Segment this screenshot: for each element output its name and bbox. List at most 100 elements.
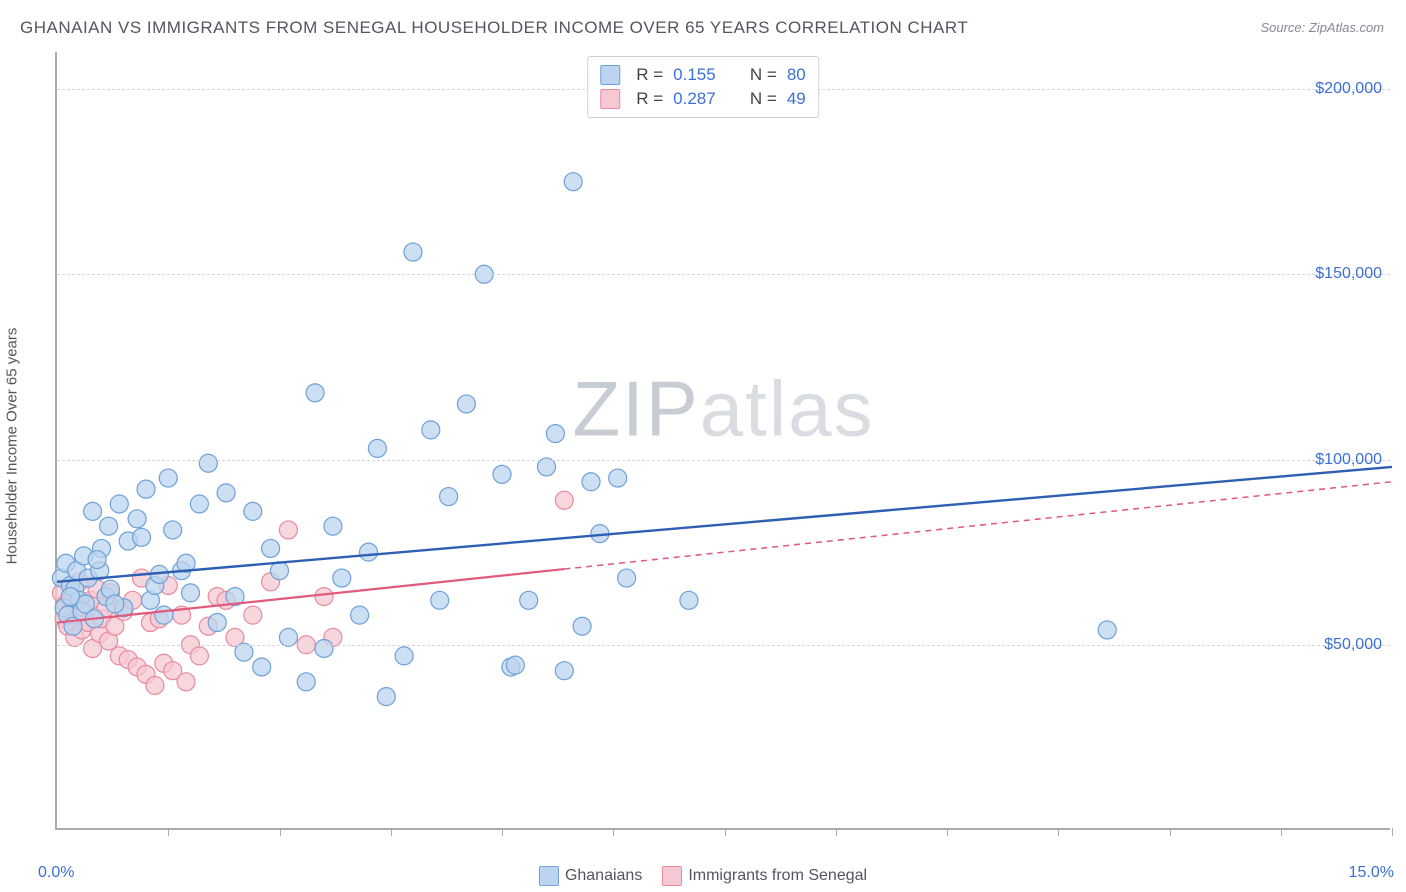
x-tick-mark [280, 828, 281, 836]
data-point [368, 439, 386, 457]
data-point [106, 595, 124, 613]
x-tick-mark [1058, 828, 1059, 836]
data-point [146, 677, 164, 695]
data-point [190, 495, 208, 513]
stat-n-value: 49 [787, 89, 806, 109]
x-tick-mark [502, 828, 503, 836]
data-point [279, 628, 297, 646]
x-tick-mark [391, 828, 392, 836]
data-point [440, 488, 458, 506]
stat-n-label: N = [750, 89, 777, 109]
x-tick-mark [613, 828, 614, 836]
trend-line [57, 467, 1392, 582]
x-tick-mark [1170, 828, 1171, 836]
y-axis-label: Householder Income Over 65 years [4, 328, 21, 565]
data-point [159, 469, 177, 487]
x-axis-min-label: 0.0% [38, 864, 74, 882]
data-point [618, 569, 636, 587]
data-point [262, 539, 280, 557]
stat-r-label: R = [636, 89, 663, 109]
data-point [377, 688, 395, 706]
data-point [253, 658, 271, 676]
gridline [57, 645, 1390, 646]
data-point [244, 502, 262, 520]
stat-n-value: 80 [787, 65, 806, 85]
x-tick-mark [725, 828, 726, 836]
chart-title: GHANAIAN VS IMMIGRANTS FROM SENEGAL HOUS… [20, 18, 968, 38]
data-point [306, 384, 324, 402]
data-point [538, 458, 556, 476]
data-point [155, 606, 173, 624]
data-point [133, 528, 151, 546]
data-point [208, 614, 226, 632]
legend-swatch [600, 89, 620, 109]
x-tick-mark [168, 828, 169, 836]
data-point [182, 584, 200, 602]
gridline [57, 274, 1390, 275]
data-point [100, 517, 118, 535]
x-tick-mark [1281, 828, 1282, 836]
y-tick-label: $200,000 [1315, 80, 1394, 98]
data-point [431, 591, 449, 609]
data-point [520, 591, 538, 609]
stat-r-value: 0.287 [673, 89, 716, 109]
legend-swatch [662, 866, 682, 886]
data-point [324, 517, 342, 535]
correlation-stats-box: R = 0.155 N = 80R = 0.287 N = 49 [587, 56, 819, 118]
data-point [61, 588, 79, 606]
legend-swatch [600, 65, 620, 85]
x-tick-mark [836, 828, 837, 836]
data-point [609, 469, 627, 487]
data-point [217, 484, 235, 502]
legend-item: Ghanaians [539, 866, 642, 886]
x-tick-mark [947, 828, 948, 836]
legend-label: Immigrants from Senegal [688, 867, 867, 884]
stat-n-label: N = [750, 65, 777, 85]
data-point [128, 510, 146, 528]
trend-line-extrapolated [564, 482, 1392, 569]
y-tick-label: $150,000 [1315, 265, 1394, 283]
data-point [422, 421, 440, 439]
data-point [573, 617, 591, 635]
data-point [555, 491, 573, 509]
data-point [88, 551, 106, 569]
data-point [164, 521, 182, 539]
x-tick-mark [1392, 828, 1393, 836]
data-point [395, 647, 413, 665]
chart-plot-area: ZIPatlas $50,000$100,000$150,000$200,000 [55, 52, 1390, 830]
data-point [297, 673, 315, 691]
data-point [1098, 621, 1116, 639]
data-point [244, 606, 262, 624]
data-point [457, 395, 475, 413]
legend-swatch [539, 866, 559, 886]
data-point [315, 588, 333, 606]
data-point [493, 465, 511, 483]
stat-r-label: R = [636, 65, 663, 85]
data-point [137, 480, 155, 498]
legend-label: Ghanaians [565, 867, 642, 884]
data-point [351, 606, 369, 624]
gridline [57, 460, 1390, 461]
stats-row: R = 0.155 N = 80 [600, 63, 806, 87]
data-point [546, 425, 564, 443]
legend-item: Immigrants from Senegal [662, 866, 867, 886]
data-point [555, 662, 573, 680]
y-tick-label: $100,000 [1315, 451, 1394, 469]
stats-row: R = 0.287 N = 49 [600, 87, 806, 111]
scatter-svg [57, 52, 1390, 828]
data-point [190, 647, 208, 665]
data-point [360, 543, 378, 561]
data-point [680, 591, 698, 609]
data-point [404, 243, 422, 261]
data-point [235, 643, 253, 661]
y-tick-label: $50,000 [1324, 636, 1394, 654]
data-point [177, 673, 195, 691]
data-point [315, 639, 333, 657]
data-point [506, 656, 524, 674]
source-attribution: Source: ZipAtlas.com [1260, 20, 1384, 35]
stat-r-value: 0.155 [673, 65, 716, 85]
data-point [84, 502, 102, 520]
legend-bottom: Ghanaians Immigrants from Senegal [539, 866, 867, 886]
data-point [333, 569, 351, 587]
data-point [582, 473, 600, 491]
